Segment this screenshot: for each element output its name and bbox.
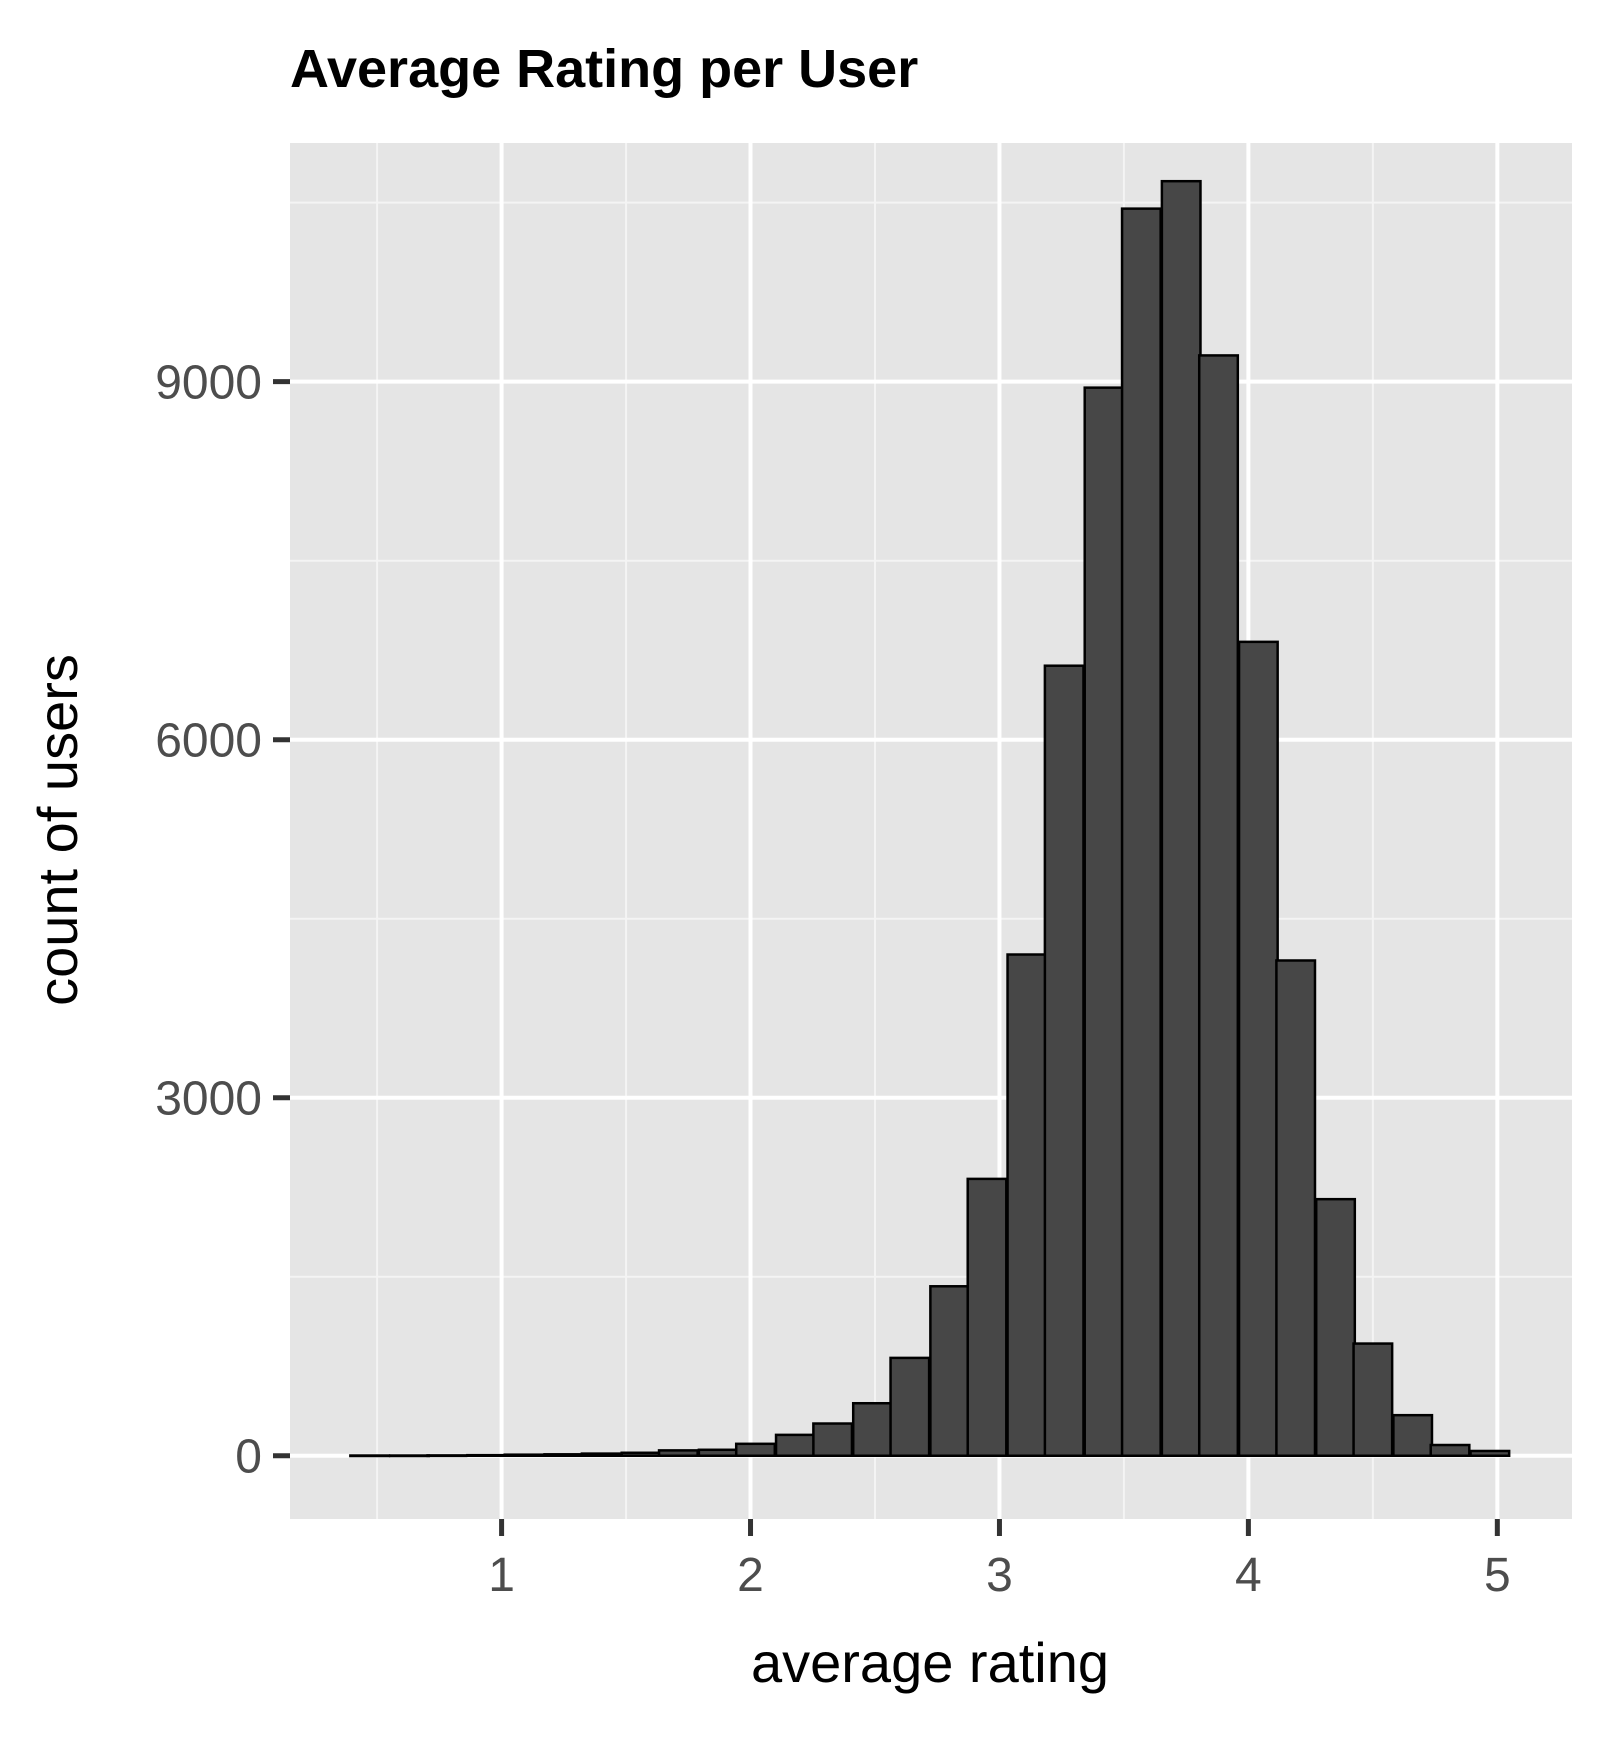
histogram-bar: [812, 1422, 854, 1457]
histogram-bars: [349, 179, 1511, 1458]
y-tick-label: 9000: [155, 357, 262, 410]
histogram-bar: [1160, 179, 1202, 1457]
y-tick-label: 3000: [155, 1073, 262, 1126]
histogram-bar: [620, 1451, 662, 1457]
histogram-bar: [466, 1453, 508, 1457]
histogram-bar: [580, 1452, 622, 1457]
histogram-bar: [1429, 1443, 1471, 1457]
histogram-bar: [657, 1449, 699, 1457]
histogram-bar: [1043, 664, 1085, 1457]
histogram-bar: [1314, 1197, 1357, 1457]
histogram-bar: [426, 1454, 468, 1458]
y-axis-label: count of users: [26, 654, 89, 1006]
histogram-bar: [1006, 953, 1048, 1457]
histogram-bar: [1120, 207, 1162, 1457]
histogram-bar: [697, 1448, 739, 1457]
x-tick-label: 1: [488, 1549, 515, 1602]
histogram-bar: [966, 1177, 1008, 1457]
histogram-bar: [851, 1401, 894, 1457]
x-axis-label: average rating: [751, 1631, 1109, 1694]
histogram-bar: [1237, 640, 1279, 1457]
histogram-bar: [774, 1433, 816, 1457]
histogram-bar: [543, 1453, 585, 1457]
histogram-bar: [734, 1442, 777, 1457]
histogram-bar: [503, 1453, 545, 1457]
y-tick-label: 6000: [155, 715, 262, 768]
x-axis: 1 2 3 4 5: [488, 1519, 1511, 1602]
histogram-bar: [1352, 1342, 1394, 1457]
chart-title: Average Rating per User: [290, 39, 918, 99]
histogram-bar: [388, 1454, 431, 1458]
histogram-bar: [349, 1454, 391, 1458]
histogram-bar: [1197, 354, 1240, 1457]
histogram-bar: [929, 1285, 971, 1457]
histogram-bar: [889, 1356, 931, 1457]
histogram-bar: [1083, 386, 1125, 1457]
x-tick-label: 3: [986, 1549, 1013, 1602]
histogram-bar: [1392, 1413, 1434, 1457]
x-tick-label: 5: [1484, 1549, 1511, 1602]
gridlines: [290, 143, 1572, 1519]
histogram-bar: [1275, 959, 1317, 1457]
y-tick-label: 0: [235, 1431, 262, 1484]
x-tick-label: 4: [1235, 1549, 1262, 1602]
y-axis: 0 3000 6000 9000: [155, 357, 290, 1484]
x-tick-label: 2: [737, 1549, 764, 1602]
histogram-bar: [1469, 1449, 1511, 1457]
